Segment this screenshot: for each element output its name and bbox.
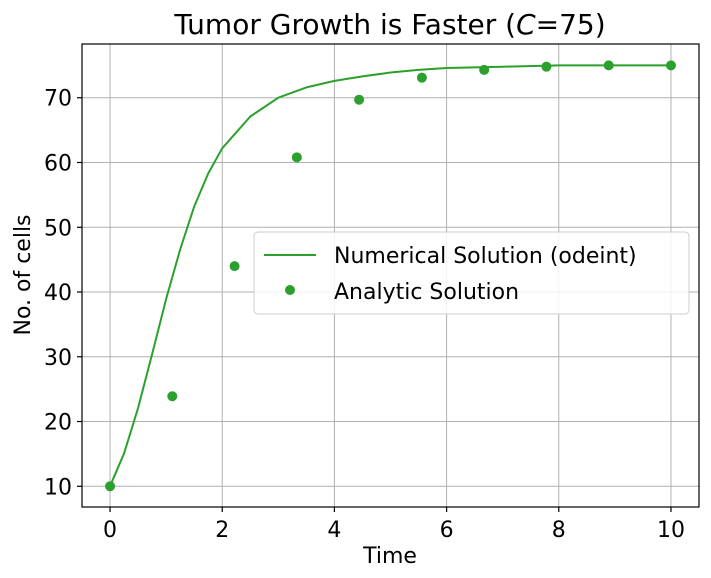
y-tick-label: 60: [44, 152, 72, 177]
y-tick-label: 40: [44, 281, 72, 306]
chart-title: Tumor Growth is Faster (C=75): [173, 8, 605, 41]
analytic-solution-point: [354, 94, 365, 105]
chart-title-italic: C: [516, 8, 536, 41]
x-tick-label: 6: [440, 518, 454, 543]
data-series: [105, 60, 676, 492]
y-tick-label: 30: [44, 346, 72, 371]
y-tick-label: 50: [44, 216, 72, 241]
analytic-solution-point: [603, 60, 614, 71]
analytic-solution-point: [229, 261, 240, 272]
analytic-solution-point: [665, 60, 676, 71]
analytic-solution-point: [479, 64, 490, 75]
legend-label-numerical: Numerical Solution (odeint): [334, 244, 637, 269]
y-tick-label: 70: [44, 87, 72, 112]
plot-area: [81, 43, 700, 508]
y-tick-label: 20: [44, 411, 72, 436]
legend-box: [253, 231, 690, 315]
analytic-solution-point: [416, 72, 427, 83]
axis-ticks: 0 2 4 6 8 10 10 20 30 40 50 60 70: [44, 87, 685, 543]
x-tick-label: 8: [552, 518, 566, 543]
y-axis-label: No. of cells: [11, 214, 36, 335]
analytic-solution-point: [291, 152, 302, 163]
x-tick-label: 0: [103, 518, 117, 543]
x-tick-label: 10: [657, 518, 685, 543]
legend-marker-swatch: [285, 285, 295, 295]
legend-label-analytic: Analytic Solution: [334, 280, 519, 305]
x-axis-label: Time: [362, 544, 417, 569]
analytic-solution-point: [167, 391, 178, 402]
x-tick-label: 4: [327, 518, 341, 543]
legend: Numerical Solution (odeint) Analytic Sol…: [253, 231, 690, 315]
x-tick-label: 2: [215, 518, 229, 543]
chart-title-suffix: =75): [536, 8, 606, 41]
analytic-solution-point: [105, 481, 116, 492]
chart-title-prefix: Tumor Growth is Faster (: [173, 8, 516, 41]
y-tick-label: 10: [44, 475, 72, 500]
analytic-solution-point: [541, 61, 552, 72]
